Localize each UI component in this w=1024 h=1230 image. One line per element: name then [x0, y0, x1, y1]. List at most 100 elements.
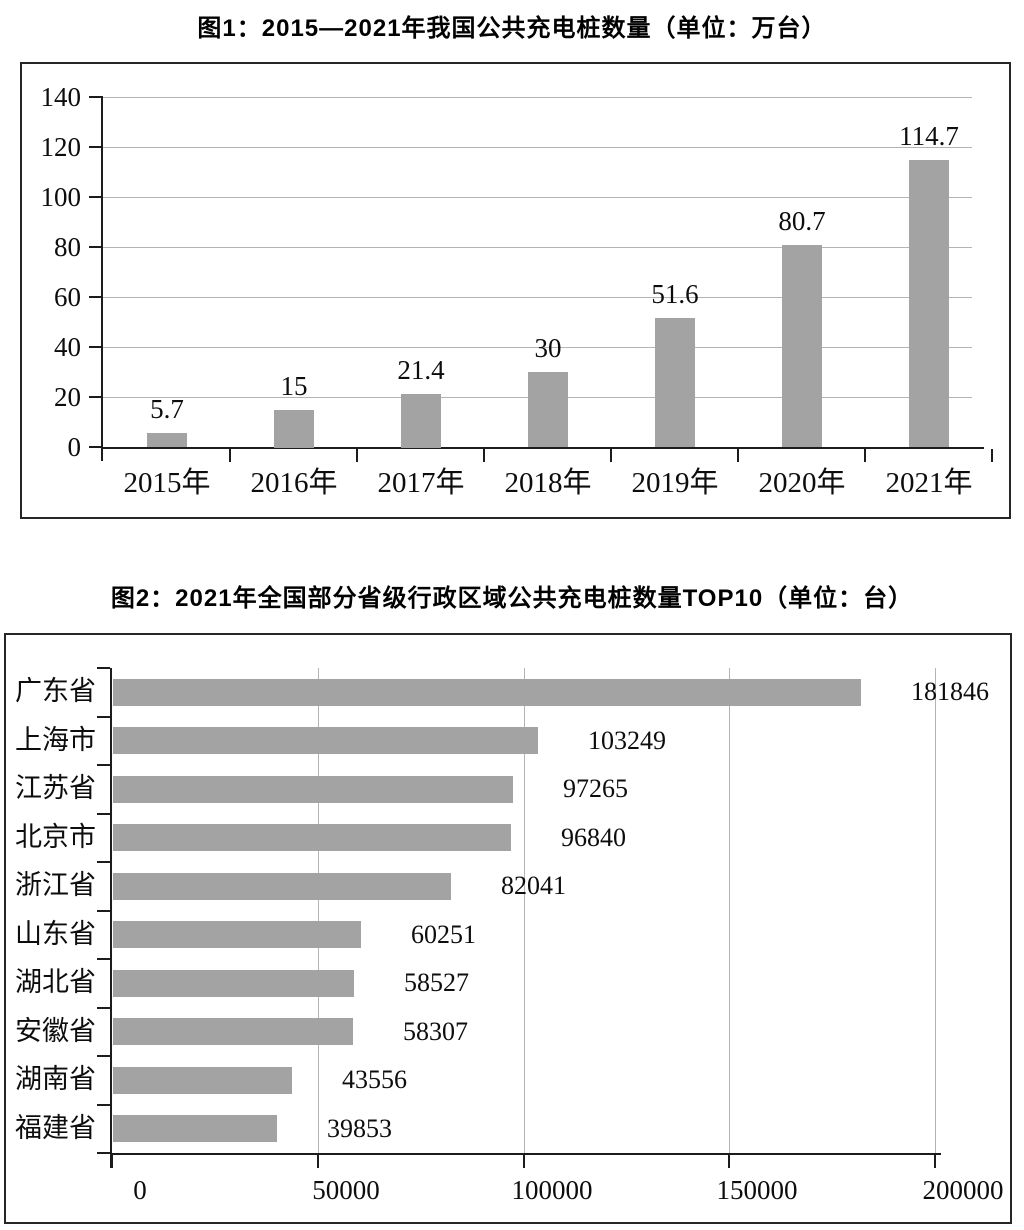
x-axis-tick — [864, 449, 866, 462]
bar-value-label: 21.4 — [397, 355, 445, 385]
x-axis-tick — [229, 449, 231, 462]
figure1-title: 图1：2015—2021年我国公共充电桩数量（单位：万台） — [197, 15, 827, 42]
bar-value-label: 82041 — [501, 871, 566, 900]
x-tick-label: 100000 — [511, 1175, 593, 1205]
y-category-label: 山东省 — [15, 919, 96, 949]
x-gridline — [729, 668, 730, 1153]
bar-value-label: 15 — [280, 371, 308, 401]
y-axis-tick — [89, 246, 103, 248]
bar — [113, 679, 861, 706]
y-category-label: 广东省 — [15, 676, 96, 706]
y-axis-tick — [97, 813, 110, 815]
bar — [401, 394, 441, 448]
bar — [113, 970, 354, 997]
bar-value-label: 97265 — [563, 774, 628, 803]
y-gridline — [103, 297, 972, 298]
y-axis-tick — [97, 716, 110, 718]
bar — [528, 372, 568, 447]
y-axis-tick — [97, 910, 110, 912]
bar-value-label: 114.7 — [899, 121, 959, 151]
y-gridline — [103, 247, 972, 248]
y-axis-tick — [89, 346, 103, 348]
bar-value-label: 80.7 — [778, 206, 826, 236]
y-gridline — [103, 347, 972, 348]
x-category-label: 2019年 — [631, 467, 719, 499]
x-tick-label: 150000 — [716, 1175, 798, 1205]
bar-value-label: 39853 — [327, 1114, 392, 1143]
y-axis-tick — [97, 1104, 110, 1106]
x-axis-tick — [483, 449, 485, 462]
bar-value-label: 60251 — [411, 920, 476, 949]
bar-value-label: 30 — [534, 333, 562, 363]
x-tick-label: 50000 — [312, 1175, 380, 1205]
y-axis-tick — [97, 1152, 110, 1154]
y-axis-tick — [97, 1007, 110, 1009]
bar — [113, 1067, 292, 1094]
bar-value-label: 96840 — [561, 823, 626, 852]
bar — [113, 1018, 353, 1045]
figure2-title: 图2：2021年全国部分省级行政区域公共充电桩数量TOP10（单位：台） — [110, 585, 914, 612]
bar — [113, 776, 513, 803]
bar — [147, 433, 187, 447]
y-category-label: 北京市 — [15, 822, 96, 852]
y-tick-label: 80 — [54, 232, 81, 262]
y-tick-label: 60 — [54, 282, 81, 312]
bar-value-label: 58527 — [404, 968, 469, 997]
y-gridline — [103, 97, 972, 98]
y-axis-tick — [89, 296, 103, 298]
bar — [113, 921, 361, 948]
x-category-label: 2018年 — [504, 467, 592, 499]
x-category-label: 2021年 — [885, 467, 973, 499]
x-tick-label: 0 — [133, 1175, 147, 1205]
y-tick-label: 140 — [40, 82, 82, 112]
x-gridline — [524, 668, 525, 1153]
x-axis-tick — [317, 1155, 319, 1168]
y-axis-tick — [89, 146, 103, 148]
x-axis-tick — [728, 1155, 730, 1168]
y-gridline — [103, 147, 972, 148]
bar — [655, 318, 695, 447]
y-axis-tick — [89, 196, 103, 198]
y-category-label: 江苏省 — [15, 773, 96, 803]
bar — [113, 873, 451, 900]
y-category-label: 福建省 — [15, 1113, 96, 1143]
x-axis — [101, 447, 984, 449]
y-tick-label: 100 — [40, 182, 82, 212]
y-axis — [110, 668, 112, 1168]
bar-value-label: 43556 — [342, 1065, 407, 1094]
y-axis-tick — [97, 958, 110, 960]
x-axis-tick — [111, 1155, 113, 1168]
x-category-label: 2020年 — [758, 467, 846, 499]
x-category-label: 2015年 — [123, 467, 211, 499]
figure1-chart: 0 20 40 60 80 100 120 140 5.7 2015年 15 2016年 21.4 201… — [20, 62, 1011, 519]
y-category-label: 湖南省 — [15, 1064, 96, 1094]
x-axis-tick — [991, 449, 993, 462]
y-axis-tick — [97, 1055, 110, 1057]
y-axis-tick — [89, 96, 103, 98]
bar-value-label: 5.7 — [150, 394, 184, 424]
x-category-label: 2017年 — [377, 467, 465, 499]
y-category-label: 上海市 — [15, 725, 96, 755]
y-category-label: 安徽省 — [15, 1016, 96, 1046]
bar — [782, 245, 822, 447]
y-axis-tick — [97, 861, 110, 863]
y-tick-label: 40 — [54, 332, 81, 362]
x-category-label: 2016年 — [250, 467, 338, 499]
bar-value-label: 51.6 — [651, 279, 699, 309]
y-gridline — [103, 197, 972, 198]
y-category-label: 浙江省 — [15, 870, 96, 900]
y-tick-label: 0 — [67, 432, 82, 462]
bar — [274, 410, 314, 448]
bar-value-label: 58307 — [403, 1017, 468, 1046]
x-axis — [110, 1153, 941, 1155]
x-axis-tick — [610, 449, 612, 462]
x-tick-label: 200000 — [922, 1175, 1004, 1205]
y-axis-tick — [89, 396, 103, 398]
y-axis — [101, 96, 103, 461]
bar-value-label: 103249 — [588, 726, 666, 755]
x-axis-tick — [356, 449, 358, 462]
bar-value-label: 181846 — [911, 677, 989, 706]
x-gridline — [318, 668, 319, 1153]
figure2-chart: 0 50000 100000 150000 200000 181846 广东省 103249 上… — [4, 633, 1012, 1224]
